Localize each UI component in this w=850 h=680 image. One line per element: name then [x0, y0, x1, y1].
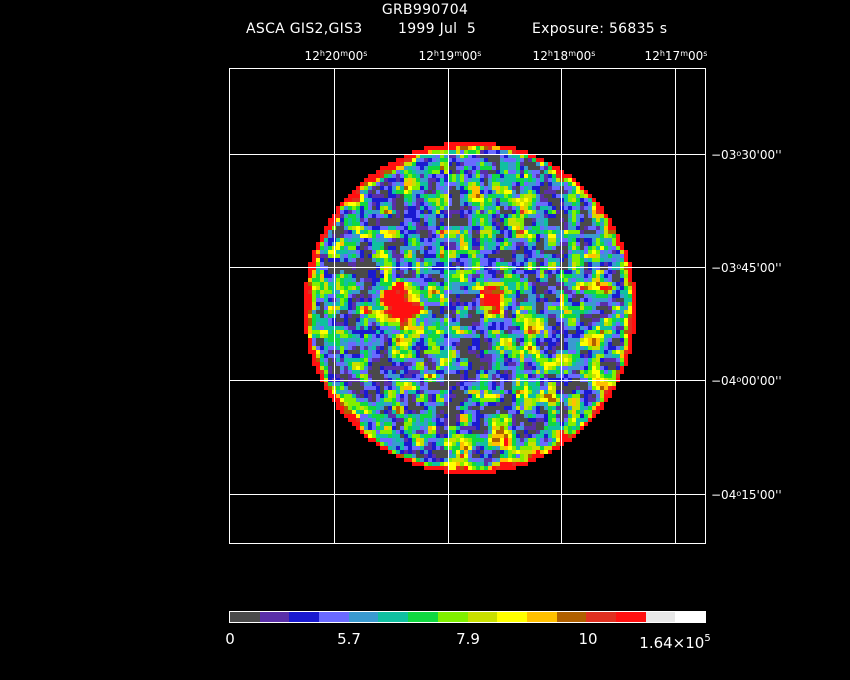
colorbar-swatch: [289, 612, 320, 622]
colorbar-swatch: [437, 612, 468, 622]
plot-frame: [229, 68, 706, 544]
colorbar-tick-label: 7.9: [456, 630, 480, 648]
ra-label: 12h17m00s: [644, 49, 708, 63]
colorbar-swatch: [586, 612, 616, 622]
instrument-label: ASCA GIS2,GIS3: [246, 21, 363, 37]
colorbar-swatch: [526, 612, 557, 622]
colorbar-swatch: [675, 612, 705, 622]
colorbar-swatch: [348, 612, 379, 622]
image-title: GRB990704: [381, 2, 469, 18]
ra-label: 12h18m00s: [532, 49, 596, 63]
colorbar-swatch: [378, 612, 409, 622]
colorbar-tick-label: 10: [578, 630, 598, 648]
colorbar-swatch: [230, 612, 260, 622]
colorbar-max-label: 1.64×105: [639, 633, 711, 652]
colorbar-swatch: [645, 612, 676, 622]
colorbar-tick-label: 0: [225, 630, 235, 648]
xray-count-map: [304, 142, 636, 474]
colorbar-tick-label: 5.7: [337, 630, 361, 648]
colorbar-swatch: [615, 612, 646, 622]
dec-label: −04o00'00'': [711, 374, 782, 388]
colorbar-swatch: [319, 612, 349, 622]
ra-label: 12h19m00s: [418, 49, 482, 63]
exposure-label: Exposure: 56835 s: [532, 21, 668, 37]
dec-label: −03o30'00'': [711, 148, 782, 162]
dec-label: −03o45'00'': [711, 261, 782, 275]
colorbar-swatch: [408, 612, 438, 622]
colorbar-swatch: [497, 612, 527, 622]
observation-date: 1999 Jul 5: [398, 21, 477, 37]
colorbar: [229, 611, 706, 623]
dec-label: −04o15'00'': [711, 488, 782, 502]
colorbar-swatch: [556, 612, 587, 622]
coordinate-grid: [229, 68, 705, 543]
colorbar-swatch: [467, 612, 498, 622]
colorbar-swatch: [259, 612, 290, 622]
ra-label: 12h20m00s: [304, 49, 368, 63]
